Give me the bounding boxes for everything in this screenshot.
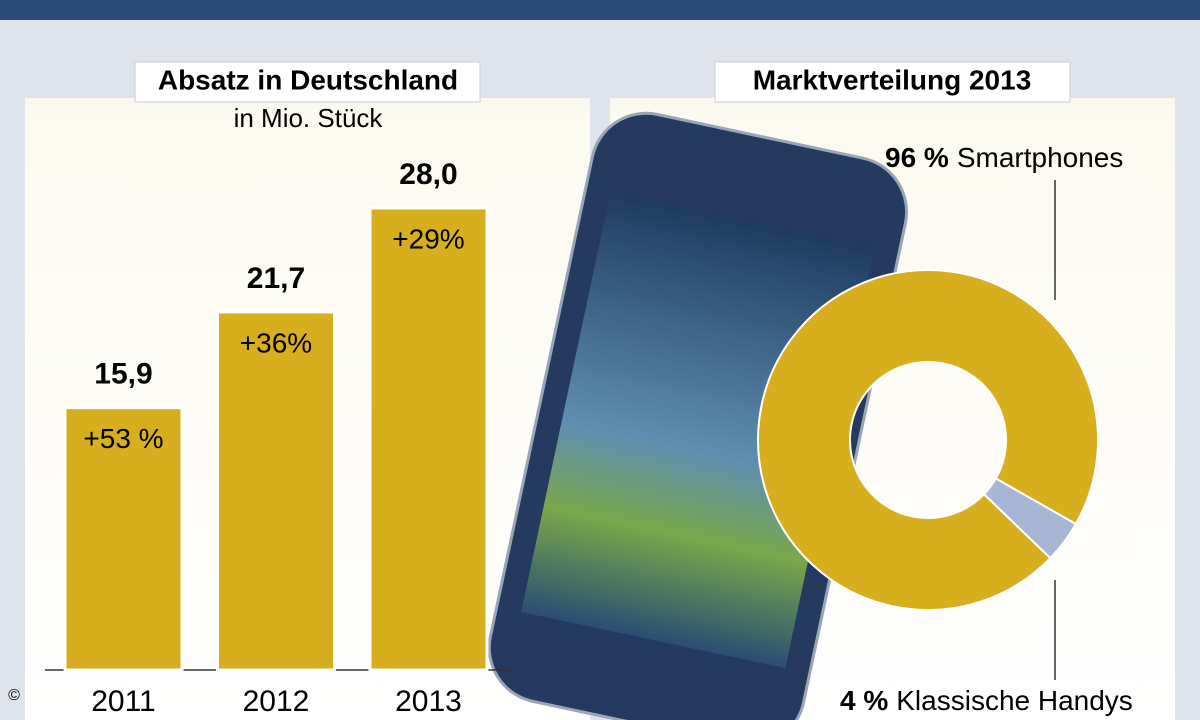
copyright: © (8, 687, 20, 704)
bar-annotation: +36% (240, 327, 312, 358)
title-tab (134, 61, 481, 103)
bar (368, 206, 489, 672)
bar (63, 406, 184, 672)
slice-value: 4 % (840, 685, 888, 716)
phone (487, 111, 909, 720)
phone-screen (521, 191, 875, 669)
x-tick-label: 2012 (243, 685, 310, 718)
bar-annotation: +53 % (83, 423, 163, 454)
chart-title: Absatz in Deutschland (158, 64, 458, 95)
title-tab (714, 61, 1071, 103)
slice-label: 96 % Smartphones (885, 142, 1123, 173)
donut-slice (982, 477, 1078, 560)
value-label: 15,9 (94, 358, 152, 391)
bar-annotation: +29% (392, 223, 464, 254)
donut-slice (757, 269, 1099, 611)
top-banner (0, 0, 1200, 20)
chart-subtitle: in Mio. Stück (234, 103, 384, 133)
slice-label: 4 % Klassische Handys (840, 685, 1133, 716)
x-tick-label: 2011 (91, 685, 156, 718)
slice-value: 96 % (885, 142, 949, 173)
chart-title: Marktverteilung 2013 (753, 64, 1032, 95)
slice-name: Smartphones (957, 142, 1124, 173)
value-label: 28,0 (399, 158, 457, 191)
bar (216, 310, 336, 672)
value-label: 21,7 (247, 262, 305, 295)
x-tick-label: 2013 (395, 685, 462, 718)
slice-name: Klassische Handys (896, 685, 1133, 716)
